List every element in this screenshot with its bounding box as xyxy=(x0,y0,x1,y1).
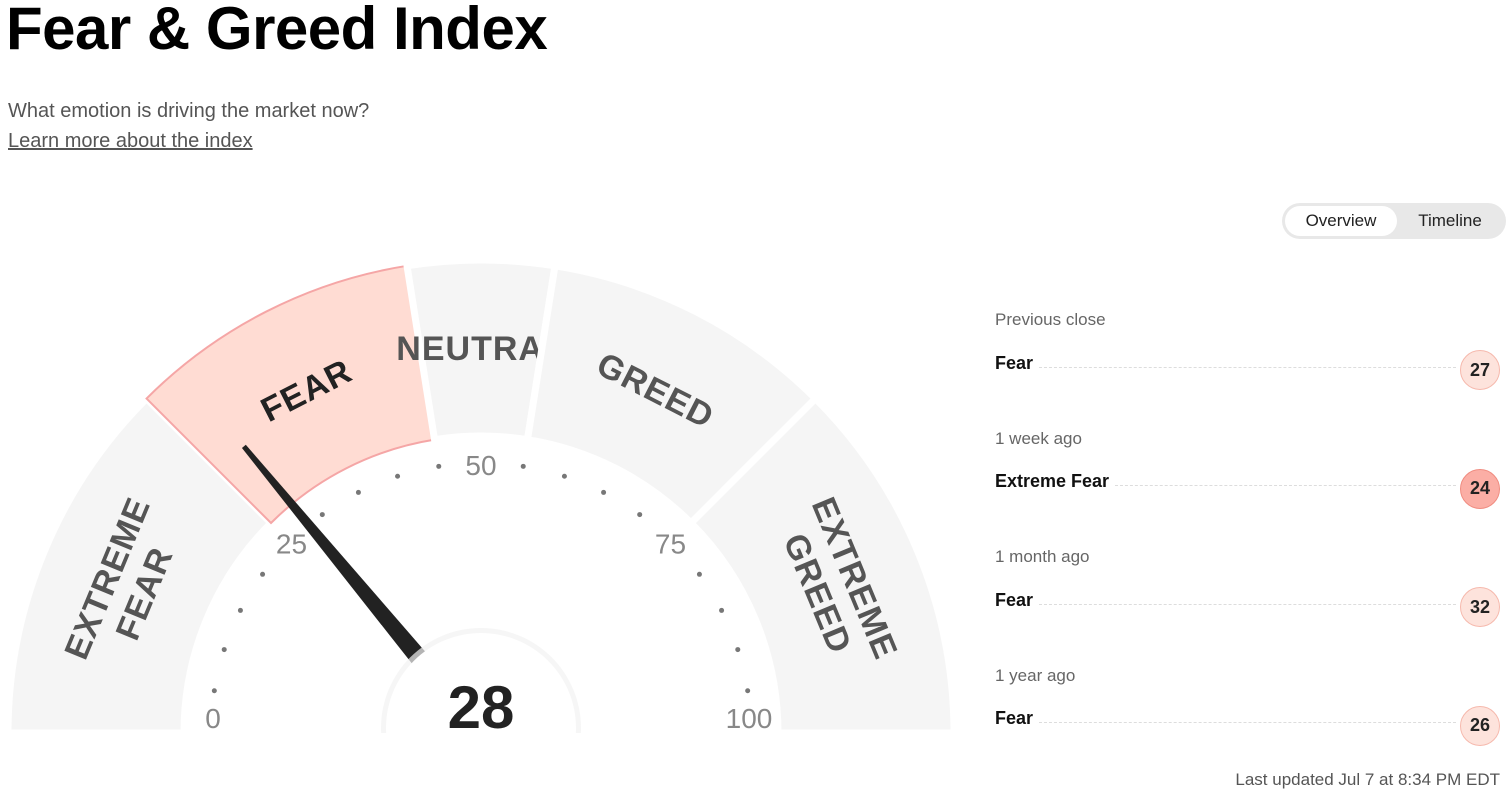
scale-dot xyxy=(735,647,741,653)
history-line: Fear 32 xyxy=(995,573,1500,627)
scale-dot xyxy=(696,571,702,577)
scale-dot xyxy=(436,463,442,469)
scale-dot xyxy=(395,473,401,479)
leader-dots xyxy=(1115,485,1456,486)
needle xyxy=(241,444,428,666)
leader-dots xyxy=(1039,603,1456,605)
leader-dots xyxy=(1039,722,1456,723)
history-rating: Fear xyxy=(995,352,1034,373)
history-rating: Extreme Fear xyxy=(995,471,1110,491)
history-row: 1 month ago Fear 32 xyxy=(995,547,1500,627)
title: Fear & Greed Index xyxy=(6,0,548,62)
gauge-value: 28 xyxy=(448,674,515,741)
scale-dot xyxy=(211,688,217,694)
scale-dot xyxy=(561,473,567,479)
history-line: Fear 27 xyxy=(995,336,1500,390)
history-rating: Fear xyxy=(995,589,1034,610)
history-line: Extreme Fear 24 xyxy=(995,455,1500,509)
scale-dot xyxy=(237,607,243,613)
gauge-segment xyxy=(686,393,958,733)
history-badge: 27 xyxy=(1460,350,1500,390)
last-updated: Last updated Jul 7 at 8:34 PM EDT xyxy=(1235,770,1500,789)
learn-more-link[interactable]: Learn more about the index xyxy=(8,130,253,152)
history-badge: 32 xyxy=(1460,587,1500,627)
scale-dot xyxy=(221,647,227,653)
scale-dot xyxy=(260,571,266,577)
scale-dot xyxy=(637,512,643,518)
tab-timeline[interactable]: Timeline xyxy=(1418,211,1482,230)
center-dial xyxy=(386,633,576,733)
view-toggle: Overview Timeline xyxy=(1282,203,1506,239)
history-line: Fear 26 xyxy=(995,692,1500,746)
history-badge: 24 xyxy=(1460,468,1500,509)
scale-label: 50 xyxy=(465,450,496,481)
scale-dot xyxy=(601,489,607,495)
history-row: 1 week ago Extreme Fear 24 xyxy=(995,429,1500,509)
scale-dot xyxy=(355,489,361,495)
scale-label: 75 xyxy=(655,528,686,559)
tab-overview[interactable]: Overview xyxy=(1285,206,1397,236)
scale-dot xyxy=(745,688,751,694)
scale-label: 25 xyxy=(276,528,307,559)
scale-dot xyxy=(719,607,725,613)
history-period: 1 year ago xyxy=(995,665,1076,685)
scale-label: 0 xyxy=(205,703,221,734)
scale-label: 100 xyxy=(726,703,773,734)
scale-dot xyxy=(520,463,526,469)
scale-dot xyxy=(319,512,325,518)
history-period: 1 week ago xyxy=(995,428,1082,448)
leader-dots xyxy=(1039,366,1456,368)
history-row: Previous close Fear 27 xyxy=(995,310,1500,390)
subtitle: What emotion is driving the market now? xyxy=(8,100,370,122)
history-period: 1 month ago xyxy=(995,547,1090,566)
history-period: Previous close xyxy=(995,310,1106,329)
history-row: 1 year ago Fear 26 xyxy=(995,666,1500,746)
history-rating: Fear xyxy=(995,708,1034,728)
history-badge: 26 xyxy=(1460,705,1500,746)
